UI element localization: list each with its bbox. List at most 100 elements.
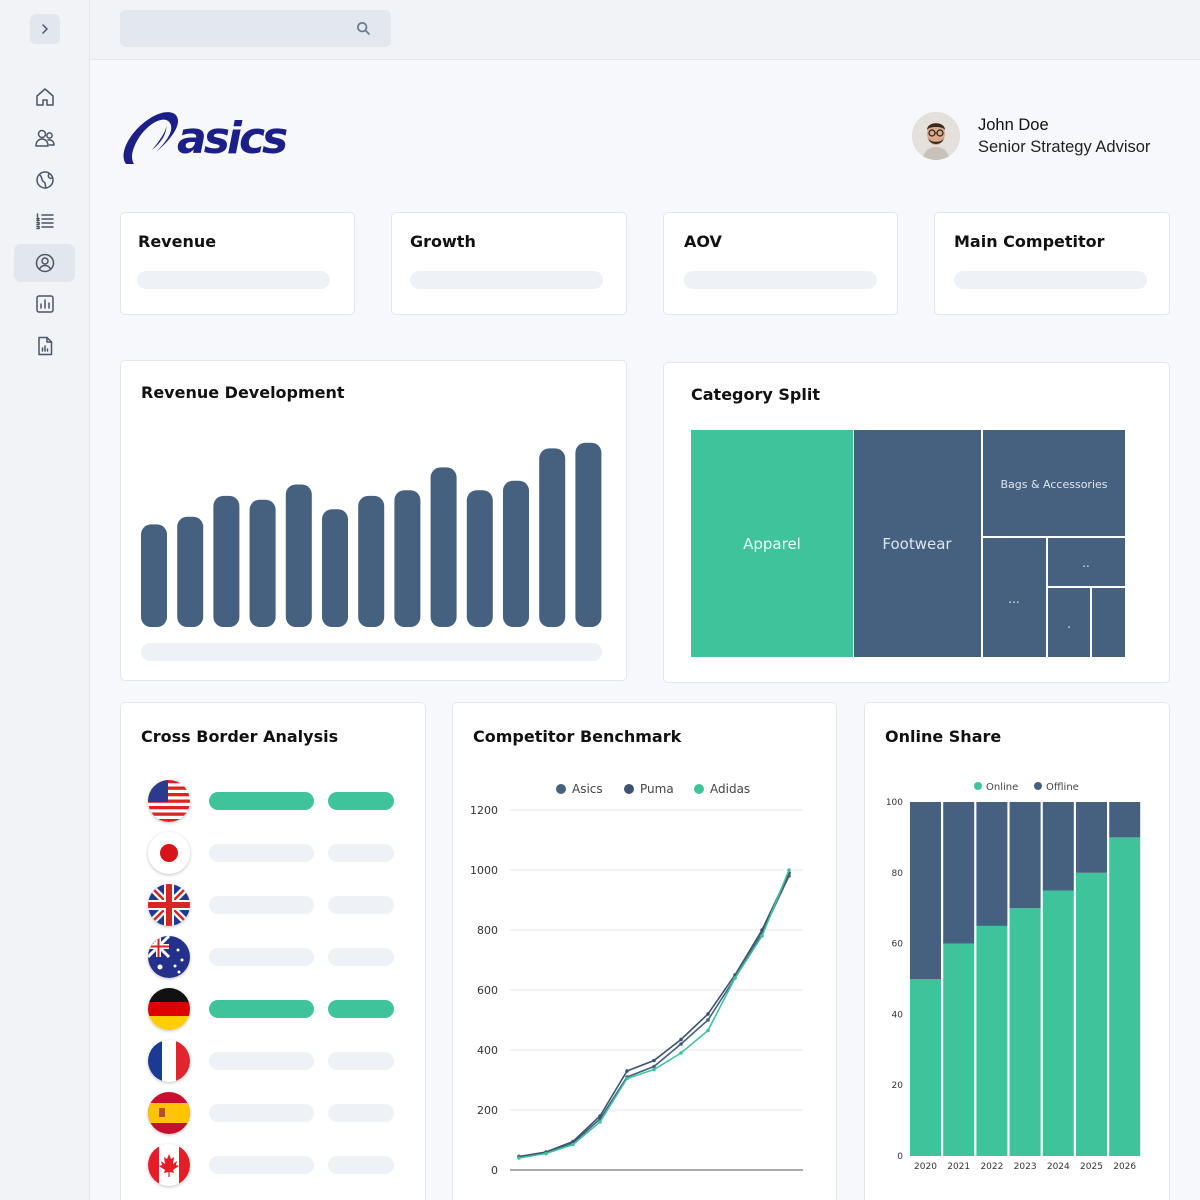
revenue-bar[interactable]: [213, 495, 240, 627]
treemap-cell-footwear[interactable]: [854, 430, 981, 657]
legend-label[interactable]: Adidas: [710, 782, 750, 796]
revenue-bar[interactable]: [141, 524, 167, 627]
stack-segment-offline[interactable]: [1009, 802, 1041, 909]
series-point[interactable]: [544, 1151, 548, 1156]
stack-segment-online[interactable]: [1042, 890, 1074, 1157]
series-line-adidas[interactable]: [518, 869, 790, 1159]
legend-label[interactable]: Offline: [1046, 782, 1079, 793]
stack-segment-online[interactable]: [943, 943, 975, 1156]
series-point[interactable]: [706, 1012, 710, 1016]
cross-border-row[interactable]: [121, 884, 427, 928]
series-point[interactable]: [652, 1067, 656, 1072]
series-point[interactable]: [625, 1069, 629, 1073]
sidebar-item-list[interactable]: [14, 202, 75, 240]
revenue-bar[interactable]: [539, 448, 566, 627]
x-tick-label: 2025: [1080, 1162, 1103, 1172]
revenue-bar[interactable]: [503, 480, 529, 627]
search-bar[interactable]: [120, 10, 391, 47]
cross-border-row[interactable]: [121, 1040, 427, 1084]
sidebar-item-analytics[interactable]: [14, 285, 75, 323]
series-point[interactable]: [598, 1120, 602, 1124]
stack-segment-online[interactable]: [1109, 837, 1141, 1156]
revenue-bar[interactable]: [430, 467, 457, 627]
revenue-bar[interactable]: [249, 499, 276, 627]
series-point[interactable]: [625, 1076, 629, 1081]
series-point[interactable]: [706, 1028, 710, 1033]
series-point[interactable]: [517, 1156, 521, 1160]
cross-border-bar-primary: [209, 1104, 314, 1122]
online-share-card: Online Share 0 20 40 60 80 100 Online Offline 20…: [864, 702, 1170, 1200]
series-point[interactable]: [571, 1142, 575, 1147]
treemap-cell-bags-accessories[interactable]: [983, 430, 1125, 536]
legend-label[interactable]: Asics: [572, 782, 603, 796]
revenue-bar[interactable]: [394, 490, 421, 627]
treemap-cell-small-d[interactable]: [1092, 588, 1125, 657]
stack-segment-offline[interactable]: [976, 802, 1008, 926]
kpi-label: AOV: [684, 232, 722, 251]
series-point[interactable]: [652, 1058, 656, 1063]
series-point[interactable]: [787, 868, 791, 872]
revenue-bar[interactable]: [575, 442, 602, 627]
revenue-bar[interactable]: [358, 495, 385, 627]
cross-border-row[interactable]: [121, 780, 427, 824]
stack-segment-offline[interactable]: [910, 802, 941, 979]
treemap-cell-small-b[interactable]: [1048, 538, 1125, 586]
sidebar-item-globe[interactable]: [14, 161, 75, 199]
treemap-cell-apparel[interactable]: [691, 430, 853, 657]
revenue-bar[interactable]: [466, 490, 493, 627]
kpi-card-main-competitor[interactable]: Main Competitor: [934, 212, 1170, 315]
series-point[interactable]: [706, 1018, 710, 1022]
series-point[interactable]: [598, 1114, 602, 1118]
series-point[interactable]: [652, 1064, 656, 1069]
legend-marker[interactable]: [556, 784, 566, 794]
stack-segment-offline[interactable]: [1076, 802, 1107, 873]
search-input[interactable]: [120, 10, 350, 47]
user-profile[interactable]: John Doe Senior Strategy Advisor: [912, 112, 1150, 160]
stack-segment-offline[interactable]: [1109, 802, 1141, 838]
cross-border-row[interactable]: [121, 1092, 427, 1136]
sidebar-item-users[interactable]: [14, 119, 75, 157]
series-point[interactable]: [760, 928, 764, 932]
series-point[interactable]: [760, 934, 764, 938]
online-share-chart: 0 20 40 60 80 100 Online Offline 2020 2021 2022 202…: [886, 782, 1141, 1172]
kpi-card-aov[interactable]: AOV: [663, 212, 898, 315]
avatar[interactable]: [912, 112, 960, 160]
series-point[interactable]: [679, 1042, 683, 1046]
kpi-card-revenue[interactable]: Revenue: [120, 212, 355, 315]
sidebar-item-profile[interactable]: [14, 244, 75, 282]
legend-marker[interactable]: [974, 782, 982, 790]
x-tick-label: 2022: [980, 1162, 1003, 1172]
cross-border-row[interactable]: [121, 832, 427, 876]
sidebar: [0, 0, 90, 1200]
sidebar-item-reports[interactable]: [14, 327, 75, 365]
cross-border-row[interactable]: [121, 988, 427, 1032]
legend-marker[interactable]: [694, 784, 704, 794]
legend-marker[interactable]: [1034, 782, 1042, 790]
legend-marker[interactable]: [624, 784, 634, 794]
stack-segment-offline[interactable]: [943, 802, 975, 944]
kpi-card-growth[interactable]: Growth: [391, 212, 627, 315]
revenue-bar[interactable]: [177, 516, 204, 627]
revenue-bar[interactable]: [285, 484, 312, 628]
series-line-puma[interactable]: [518, 872, 790, 1158]
stack-segment-online[interactable]: [910, 979, 941, 1156]
series-point[interactable]: [571, 1139, 575, 1144]
series-line-asics[interactable]: [518, 875, 790, 1158]
cross-border-row[interactable]: [121, 1144, 427, 1188]
series-point[interactable]: [679, 1051, 683, 1055]
search-icon[interactable]: [356, 21, 371, 36]
legend-label[interactable]: Online: [986, 782, 1018, 793]
series-point[interactable]: [733, 976, 737, 980]
stack-segment-online[interactable]: [1009, 908, 1041, 1156]
stack-segment-online[interactable]: [976, 925, 1008, 1156]
series-point[interactable]: [679, 1037, 683, 1042]
legend-label[interactable]: Puma: [640, 782, 674, 796]
expand-sidebar-button[interactable]: [30, 14, 60, 44]
treemap-cell-small-c[interactable]: [1048, 588, 1090, 657]
revenue-bar[interactable]: [322, 509, 348, 627]
stack-segment-offline[interactable]: [1042, 802, 1074, 891]
treemap-cell-small-a[interactable]: [983, 538, 1046, 657]
cross-border-row[interactable]: [121, 936, 427, 980]
sidebar-item-home[interactable]: [14, 78, 75, 116]
stack-segment-online[interactable]: [1076, 872, 1107, 1156]
